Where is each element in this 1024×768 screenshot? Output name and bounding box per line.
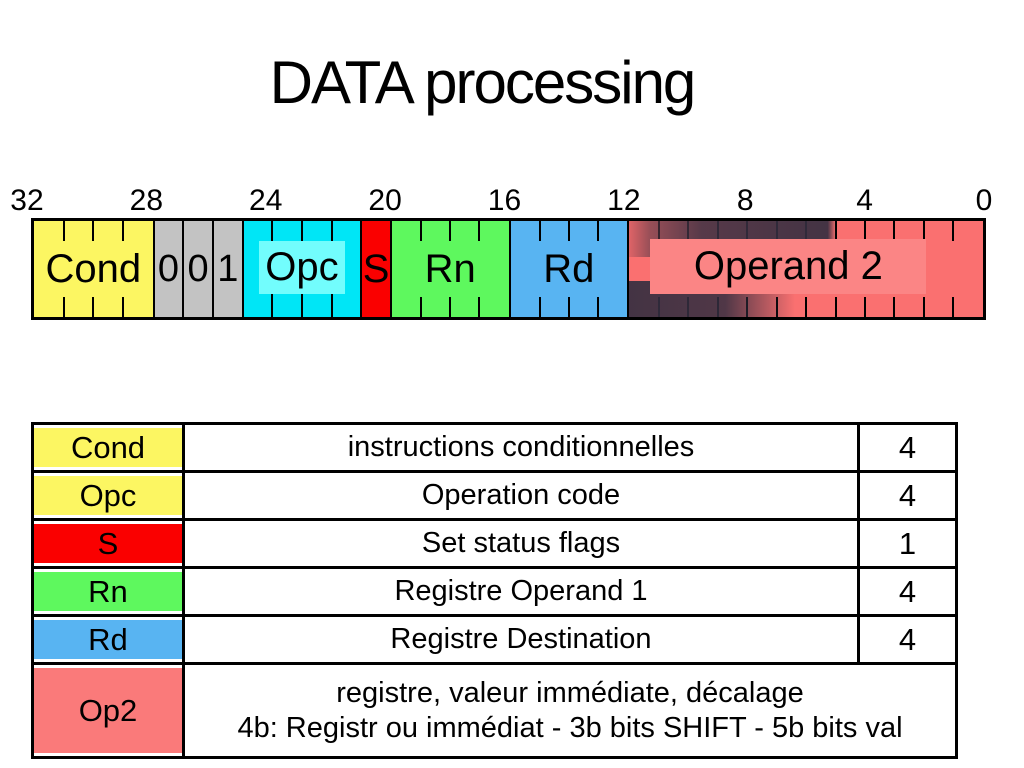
bit-number-24: 24 <box>249 184 283 217</box>
bit-cell <box>836 221 867 317</box>
bit-cell <box>392 221 423 317</box>
legend-key-cond: Cond <box>31 422 185 473</box>
bit-cell <box>450 221 481 317</box>
bit-cell <box>34 221 65 317</box>
legend-row-cond: Cond instructions conditionnelles 4 <box>31 422 958 473</box>
bit-number-20: 20 <box>368 184 402 217</box>
bit-number-28: 28 <box>129 184 164 217</box>
field-label-rn: Rn <box>424 246 476 291</box>
field-rd: Rd <box>508 221 628 317</box>
legend-key-rn: Rn <box>31 566 185 617</box>
bit-cell <box>953 221 982 317</box>
field-label-opc: Opc <box>258 241 346 294</box>
legend-description: Registre Destination <box>182 614 860 665</box>
legend-description: registre, valeur immédiate, décalage 4b: … <box>182 662 958 759</box>
legend-description: Registre Operand 1 <box>182 566 860 617</box>
bit-cell: 0 <box>184 221 214 317</box>
legend-row-op2: Op2 registre, valeur immédiate, décalage 4… <box>31 662 958 759</box>
field-label-op2: Operand 2 <box>650 239 927 294</box>
bit-number-32: 32 <box>10 184 44 217</box>
legend-description: Operation code <box>182 470 860 521</box>
bit-cell: 0 <box>155 221 185 317</box>
legend-row-s: S Set status flags 1 <box>31 518 958 569</box>
bit-number-12: 12 <box>607 184 641 217</box>
bit-cells-cond <box>34 221 153 317</box>
legend-description: instructions conditionnelles <box>182 422 860 473</box>
bit-cell <box>569 221 600 317</box>
bit-cell <box>93 221 124 317</box>
slide-title: DATA processing <box>269 49 697 116</box>
field-cond: Cond <box>34 221 153 317</box>
bit-cells-rd <box>511 221 628 317</box>
bit-cell <box>540 221 570 317</box>
field-s: S <box>360 221 390 317</box>
legend-bit-count: 4 <box>857 422 958 473</box>
field-label-rd: Rd <box>543 246 595 291</box>
legend-row-rd: Rd Registre Destination 4 <box>31 614 958 665</box>
field-label-s: S <box>362 246 390 291</box>
legend-description-line1: registre, valeur immédiate, décalage <box>336 676 804 709</box>
legend-bit-count: 4 <box>857 470 958 521</box>
field-label-cond: Cond <box>45 246 142 291</box>
field-legend-table: Cond instructions conditionnelles 4 Opc Oper… <box>31 422 958 759</box>
bit-cell <box>421 221 452 317</box>
legend-bit-count: 4 <box>857 566 958 617</box>
bit-number-scale: 32 28 24 20 16 12 8 4 0 <box>10 184 992 217</box>
instruction-bitfield-diagram: 32 28 24 20 16 12 8 4 0 Cond 0 0 1 Opc S Rn Rd Operand 2 <box>10 184 992 320</box>
legend-key-rd: Rd <box>31 614 185 665</box>
legend-description: Set status flags <box>182 518 860 569</box>
bit-number-16: 16 <box>487 184 522 217</box>
legend-description-line2: 4b: Registr ou immédiat - 3b bits SHIFT … <box>237 711 903 744</box>
field-op2: Operand 2 <box>627 221 983 317</box>
bit-cell <box>511 221 541 317</box>
legend-bit-count: 1 <box>857 518 958 569</box>
bit-cell <box>894 221 926 317</box>
bitfield-band: Cond 0 0 1 Opc S Rn Rd Operand 2 <box>31 218 986 320</box>
bit-number-4: 4 <box>856 184 873 217</box>
bit-number-8: 8 <box>736 184 754 217</box>
legend-row-opc: Opc Operation code 4 <box>31 470 958 521</box>
legend-bit-count: 4 <box>857 614 958 665</box>
bit-cell <box>924 221 955 317</box>
bit-cell <box>64 221 94 317</box>
legend-key-opc: Opc <box>31 470 185 521</box>
legend-key-s: S <box>31 518 185 569</box>
legend-key-op2: Op2 <box>31 662 185 759</box>
field-rn: Rn <box>389 221 509 317</box>
field-opc: Opc <box>241 221 361 317</box>
bit-cells-rn <box>392 221 509 317</box>
bit-cell <box>865 221 896 317</box>
bit-number-0: 0 <box>975 184 993 217</box>
bit-cell: 1 <box>217 247 239 290</box>
